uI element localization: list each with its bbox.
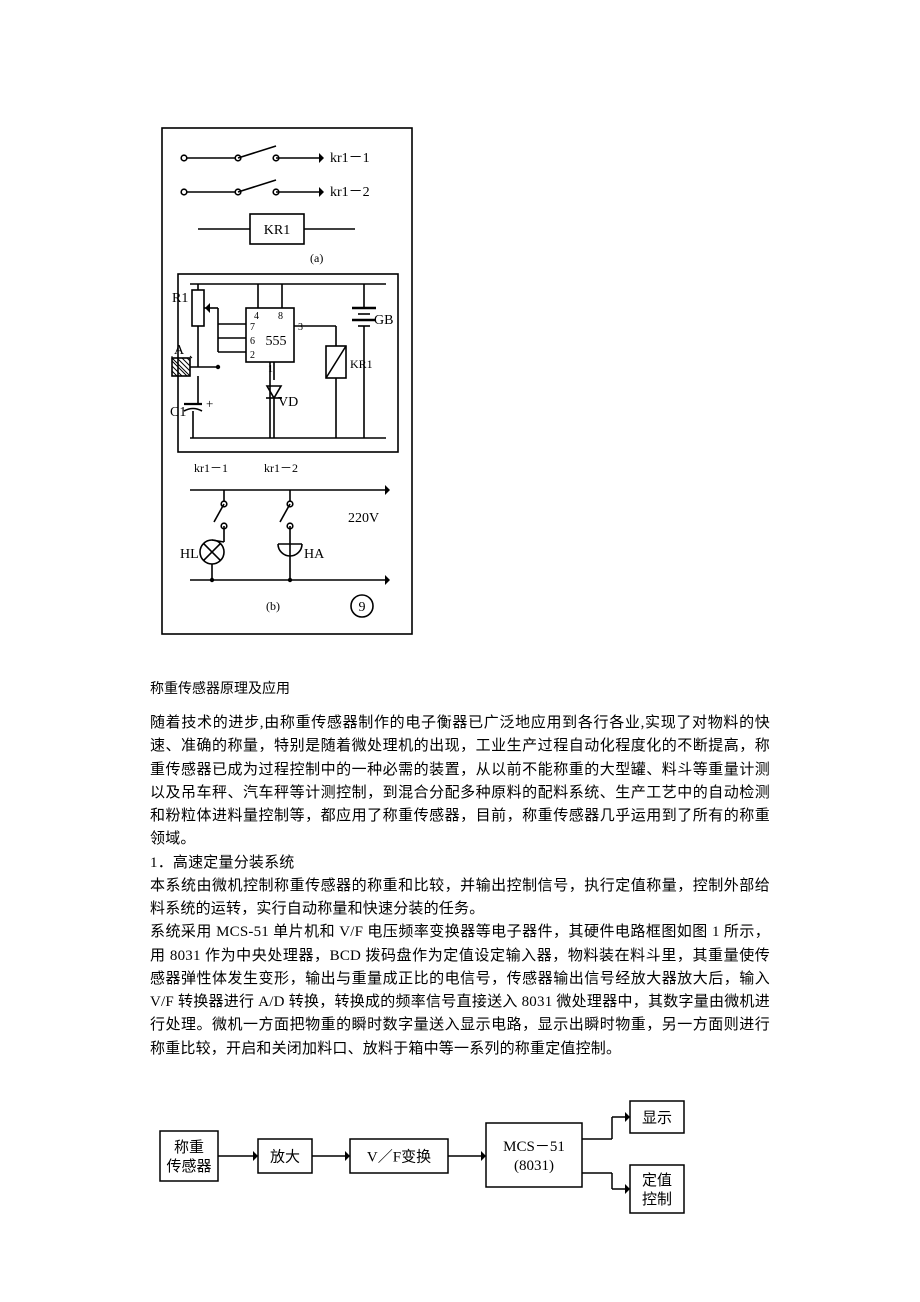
svg-text:放大: 放大 <box>270 1148 300 1165</box>
svg-text:9: 9 <box>359 600 366 615</box>
section-title: 称重传感器原理及应用 <box>150 678 770 698</box>
circuit-svg: kr1－1kr1－2KR1(a)R15554837621A+C1VDKR1GBk… <box>150 120 430 650</box>
svg-text:3: 3 <box>298 322 303 333</box>
svg-text:kr1－1: kr1－1 <box>194 461 228 475</box>
svg-text:称重: 称重 <box>174 1139 204 1156</box>
svg-text:KR1: KR1 <box>350 357 373 371</box>
svg-text:7: 7 <box>250 322 255 333</box>
svg-text:555: 555 <box>266 334 287 349</box>
svg-text:kr1－2: kr1－2 <box>330 185 370 200</box>
subheading-1: 1．高速定量分装系统 <box>150 852 770 875</box>
svg-text:220V: 220V <box>348 511 379 526</box>
svg-text:控制: 控制 <box>642 1191 672 1208</box>
svg-text:定值: 定值 <box>642 1172 672 1189</box>
svg-text:8: 8 <box>278 311 283 322</box>
svg-text:A: A <box>174 343 185 358</box>
circuit-schematic: kr1－1kr1－2KR1(a)R15554837621A+C1VDKR1GBk… <box>150 120 770 650</box>
paragraph-3: 系统采用 MCS-51 单片机和 V/F 电压频率变换器等电子器件，其硬件电路框… <box>150 921 770 1061</box>
svg-text:传感器: 传感器 <box>166 1158 211 1175</box>
svg-text:(b): (b) <box>266 599 280 613</box>
svg-text:显示: 显示 <box>642 1110 672 1126</box>
svg-text:HA: HA <box>304 547 325 562</box>
svg-text:MCS－51: MCS－51 <box>503 1139 565 1155</box>
svg-text:R1: R1 <box>172 291 188 306</box>
svg-text:KR1: KR1 <box>264 223 290 238</box>
block-svg: 称重传感器 放大 V／F变换 MCS－51 (8031) 显示定值控制 <box>150 1087 710 1217</box>
paragraph-2: 本系统由微机控制称重传感器的称重和比较，并输出控制信号，执行定值称量，控制外部给… <box>150 875 770 922</box>
svg-text:C1: C1 <box>170 405 186 420</box>
svg-text:4: 4 <box>254 311 259 322</box>
svg-text:HL: HL <box>180 547 199 562</box>
block-diagram: 称重传感器 放大 V／F变换 MCS－51 (8031) 显示定值控制 <box>150 1087 770 1217</box>
svg-text:(8031): (8031) <box>514 1158 554 1174</box>
svg-text:V／F变换: V／F变换 <box>367 1148 431 1165</box>
svg-text:GB: GB <box>374 313 393 328</box>
svg-text:6: 6 <box>250 336 255 347</box>
body-text: 随着技术的进步,由称重传感器制作的电子衡器已广泛地应用到各行各业,实现了对物料的… <box>150 712 770 1061</box>
svg-text:VD: VD <box>278 395 298 410</box>
paragraph-1: 随着技术的进步,由称重传感器制作的电子衡器已广泛地应用到各行各业,实现了对物料的… <box>150 712 770 852</box>
svg-text:(a): (a) <box>310 251 323 265</box>
svg-text:2: 2 <box>250 350 255 361</box>
svg-text:+: + <box>206 396 213 411</box>
svg-text:kr1－2: kr1－2 <box>264 461 298 475</box>
svg-text:kr1－1: kr1－1 <box>330 151 370 166</box>
